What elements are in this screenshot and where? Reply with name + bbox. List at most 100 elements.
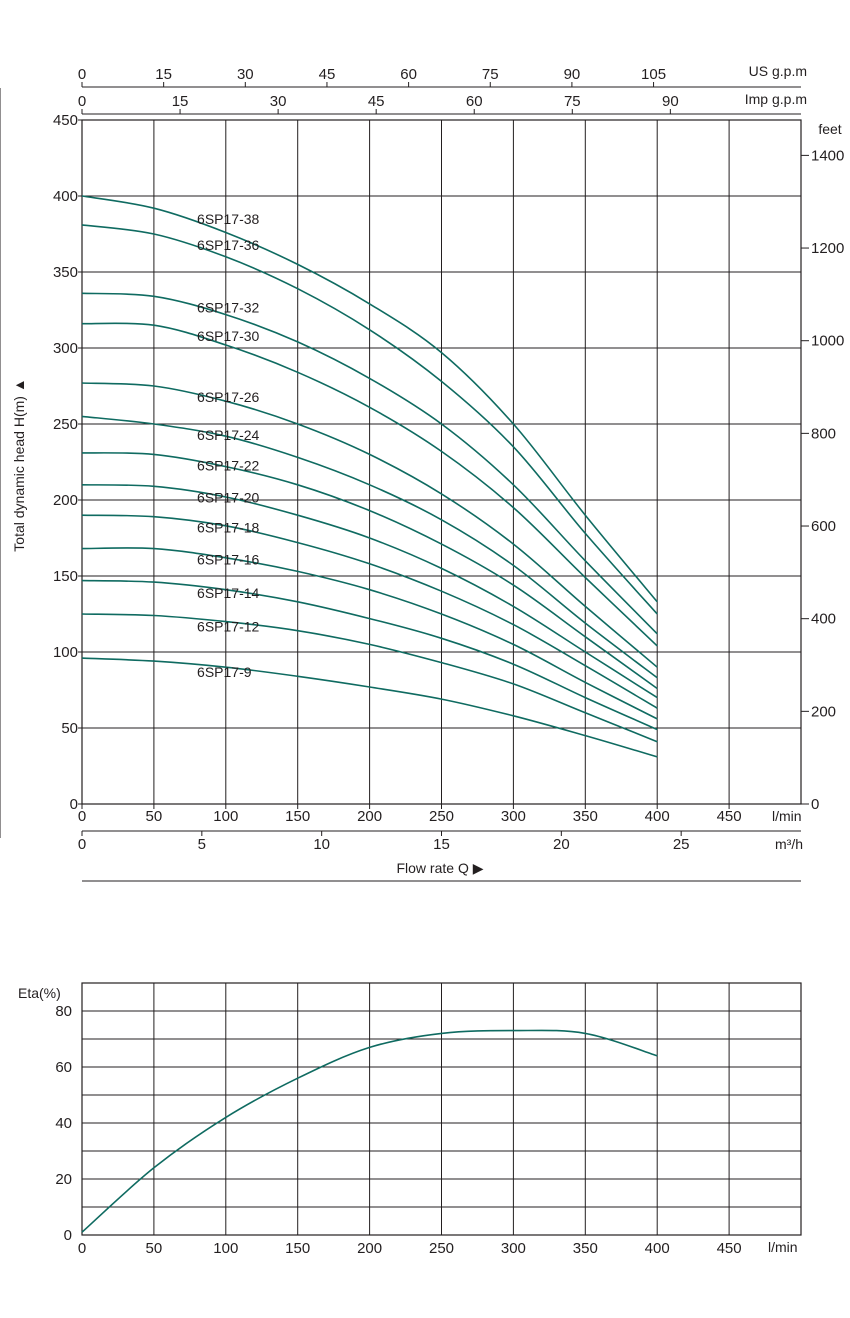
y-axis-tick-label: 100 bbox=[53, 644, 78, 661]
imp-gpm-axis-tick-label: 60 bbox=[466, 93, 483, 110]
series-label-6SP17-20: 6SP17-20 bbox=[197, 489, 259, 505]
imp-gpm-axis-tick-label: 15 bbox=[172, 93, 189, 110]
x-axis-tick-label: 400 bbox=[645, 808, 670, 825]
eta-axis-tick-label: 0 bbox=[64, 1227, 72, 1244]
head-curve-6SP17-26 bbox=[81, 382, 658, 668]
eta-x-tick-label: 350 bbox=[573, 1240, 598, 1257]
m3h-axis-tick-label: 20 bbox=[553, 836, 570, 853]
x-axis-tick-label: 150 bbox=[285, 808, 310, 825]
series-label-6SP17-18: 6SP17-18 bbox=[197, 520, 259, 536]
eta-axis-title: Eta(%) bbox=[18, 985, 61, 1001]
imp-gpm-axis-tick-label: 30 bbox=[270, 93, 287, 110]
y-axis-tick-label: 50 bbox=[61, 720, 78, 737]
x-axis-title: Flow rate Q ▶ bbox=[396, 860, 483, 876]
series-label-6SP17-24: 6SP17-24 bbox=[197, 427, 259, 443]
eta-x-tick-label: 50 bbox=[146, 1240, 163, 1257]
top-axis-unit-imp-gpm: Imp g.p.m bbox=[745, 91, 807, 107]
series-label-6SP17-26: 6SP17-26 bbox=[197, 389, 259, 405]
head-curve-6SP17-12 bbox=[81, 613, 658, 743]
x-axis-tick-label: 200 bbox=[357, 808, 382, 825]
us-gpm-axis-tick-label: 90 bbox=[564, 66, 581, 83]
series-label-6SP17-12: 6SP17-12 bbox=[197, 619, 259, 635]
us-gpm-axis-tick-label: 30 bbox=[237, 66, 254, 83]
imp-gpm-axis-tick-label: 45 bbox=[368, 93, 385, 110]
head-curve-6SP17-32 bbox=[81, 292, 658, 635]
head-curve-6SP17-24 bbox=[81, 415, 658, 679]
feet-axis-tick-label: 1200 bbox=[811, 240, 844, 257]
head-curve-6SP17-14 bbox=[81, 579, 658, 731]
us-gpm-axis-tick-label: 15 bbox=[155, 66, 172, 83]
series-label-6SP17-16: 6SP17-16 bbox=[197, 552, 259, 568]
feet-axis-tick-label: 600 bbox=[811, 518, 836, 535]
x-axis-tick-label: 100 bbox=[213, 808, 238, 825]
x-axis-tick-label: 350 bbox=[573, 808, 598, 825]
x-axis-unit-lmin: l/min bbox=[772, 808, 802, 824]
head-curve-6SP17-18 bbox=[81, 514, 658, 709]
eta-x-tick-label: 400 bbox=[645, 1240, 670, 1257]
series-label-6SP17-22: 6SP17-22 bbox=[197, 457, 259, 473]
m3h-axis-tick-label: 15 bbox=[433, 836, 450, 853]
us-gpm-axis-tick-label: 0 bbox=[78, 66, 86, 83]
y-axis-tick-label: 400 bbox=[53, 188, 78, 205]
series-label-6SP17-14: 6SP17-14 bbox=[197, 585, 259, 601]
m3h-axis-tick-label: 25 bbox=[673, 836, 690, 853]
x-axis-tick-label: 300 bbox=[501, 808, 526, 825]
x-axis-unit-m3h: m³/h bbox=[775, 836, 803, 852]
top-axis-unit-us-gpm: US g.p.m bbox=[749, 63, 807, 79]
eta-x-tick-label: 0 bbox=[78, 1240, 86, 1257]
head-curves bbox=[81, 195, 658, 758]
eta-axis-tick-label: 20 bbox=[55, 1171, 72, 1188]
x-axis-tick-label: 250 bbox=[429, 808, 454, 825]
imp-gpm-axis-tick-label: 75 bbox=[564, 93, 581, 110]
feet-axis-tick-label: 800 bbox=[811, 425, 836, 442]
y-axis-tick-label: 0 bbox=[70, 796, 78, 813]
efficiency-grid bbox=[81, 982, 802, 1236]
right-axis-unit-feet: feet bbox=[818, 121, 841, 137]
series-label-6SP17-9: 6SP17-9 bbox=[197, 664, 252, 680]
series-label-6SP17-36: 6SP17-36 bbox=[197, 237, 259, 253]
efficiency-axes: 0 20 40 60 80 0 50 100 150 200 250 300 350 400 450 bbox=[55, 1003, 741, 1257]
series-label-6SP17-30: 6SP17-30 bbox=[197, 328, 259, 344]
m3h-axis-tick-label: 0 bbox=[78, 836, 86, 853]
y-axis-tick-label: 150 bbox=[53, 568, 78, 585]
eta-axis-tick-label: 60 bbox=[55, 1059, 72, 1076]
efficiency-curve-line-0 bbox=[81, 1029, 658, 1233]
head-curve-6SP17-36 bbox=[81, 224, 658, 615]
eta-axis-tick-label: 40 bbox=[55, 1115, 72, 1132]
feet-axis-tick-label: 400 bbox=[811, 611, 836, 628]
series-label-6SP17-38: 6SP17-38 bbox=[197, 211, 259, 227]
y-axis-tick-label: 450 bbox=[53, 112, 78, 129]
head-curve-6SP17-30 bbox=[81, 322, 658, 647]
eta-x-tick-label: 450 bbox=[717, 1240, 742, 1257]
eta-x-unit: l/min bbox=[768, 1239, 798, 1255]
head-curve-6SP17-22 bbox=[81, 452, 658, 690]
m3h-axis-tick-label: 5 bbox=[198, 836, 206, 853]
head-curve-6SP17-20 bbox=[81, 484, 658, 699]
head-curve-6SP17-16 bbox=[81, 547, 658, 720]
series-label-6SP17-32: 6SP17-32 bbox=[197, 299, 259, 315]
imp-gpm-axis-tick-label: 90 bbox=[662, 93, 679, 110]
feet-axis-tick-label: 200 bbox=[811, 703, 836, 720]
y-axis-tick-label: 200 bbox=[53, 492, 78, 509]
head-curve-6SP17-9 bbox=[81, 657, 658, 758]
feet-axis-tick-label: 0 bbox=[811, 796, 819, 813]
y-axis-title: Total dynamic head H(m) ▲ bbox=[11, 378, 27, 551]
eta-x-tick-label: 300 bbox=[501, 1240, 526, 1257]
head-series-labels: 6SP17-38 6SP17-36 6SP17-32 6SP17-30 6SP17-26… bbox=[197, 211, 259, 680]
head-grid bbox=[81, 119, 802, 805]
feet-axis-tick-label: 1400 bbox=[811, 147, 844, 164]
x-axis-tick-label: 50 bbox=[146, 808, 163, 825]
feet-axis-tick-label: 1000 bbox=[811, 333, 844, 350]
x-axis-tick-label: 0 bbox=[78, 808, 86, 825]
head-curve-6SP17-38 bbox=[81, 195, 658, 603]
eta-x-tick-label: 150 bbox=[285, 1240, 310, 1257]
us-gpm-axis-tick-label: 60 bbox=[400, 66, 417, 83]
us-gpm-axis-tick-label: 45 bbox=[319, 66, 336, 83]
eta-x-tick-label: 200 bbox=[357, 1240, 382, 1257]
m3h-axis-tick-label: 10 bbox=[313, 836, 330, 853]
efficiency-chart: 0 20 40 60 80 0 50 100 150 200 250 300 350 400 450 Eta… bbox=[18, 982, 802, 1257]
us-gpm-axis-tick-label: 105 bbox=[641, 66, 666, 83]
